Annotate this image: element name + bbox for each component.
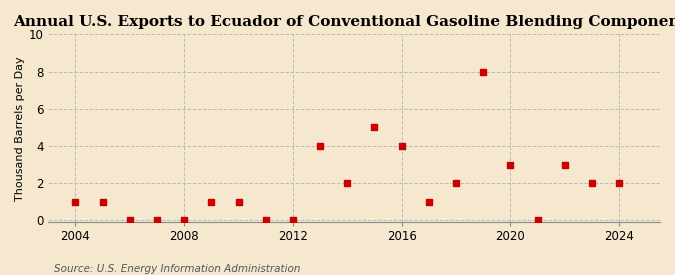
Point xyxy=(423,199,434,204)
Point xyxy=(342,181,353,185)
Point xyxy=(70,199,81,204)
Point xyxy=(288,218,298,222)
Point xyxy=(505,162,516,167)
Point xyxy=(478,69,489,74)
Point xyxy=(587,181,597,185)
Point xyxy=(614,181,624,185)
Point xyxy=(560,162,570,167)
Y-axis label: Thousand Barrels per Day: Thousand Barrels per Day xyxy=(15,56,25,200)
Point xyxy=(206,199,217,204)
Point xyxy=(124,218,135,222)
Point xyxy=(261,218,271,222)
Point xyxy=(451,181,462,185)
Point xyxy=(396,144,407,148)
Text: Source: U.S. Energy Information Administration: Source: U.S. Energy Information Administ… xyxy=(54,264,300,274)
Point xyxy=(369,125,380,130)
Point xyxy=(233,199,244,204)
Point xyxy=(533,218,543,222)
Point xyxy=(315,144,325,148)
Point xyxy=(97,199,108,204)
Point xyxy=(179,218,190,222)
Point xyxy=(152,218,163,222)
Title: Annual U.S. Exports to Ecuador of Conventional Gasoline Blending Components: Annual U.S. Exports to Ecuador of Conven… xyxy=(13,15,675,29)
